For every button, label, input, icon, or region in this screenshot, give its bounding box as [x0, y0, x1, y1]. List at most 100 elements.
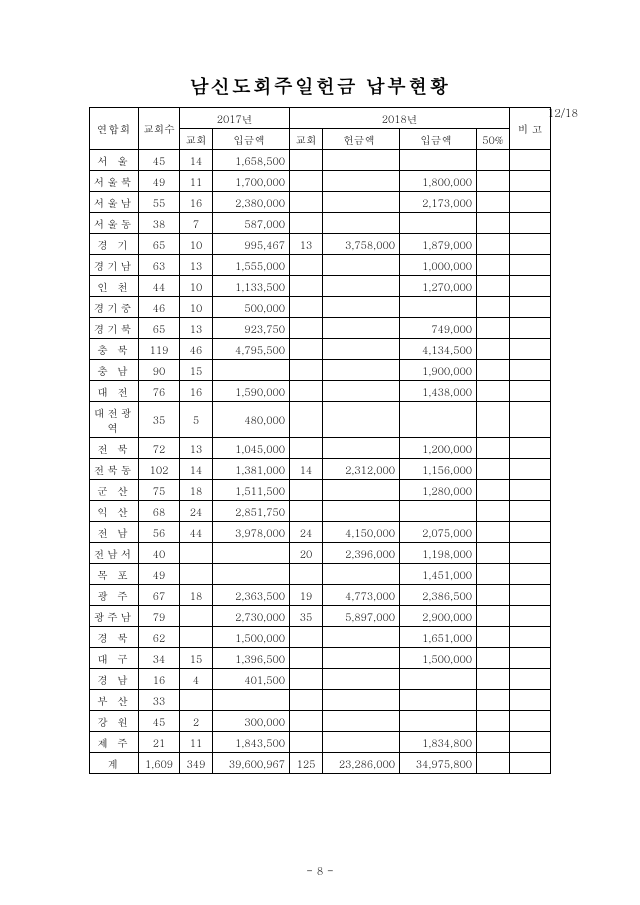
- page: 남신도회주일헌금 납부현황 12/18 연합회 교회수 2017년 2018년 …: [0, 0, 640, 905]
- cell: 15: [180, 648, 213, 669]
- cell: [290, 276, 323, 297]
- cell: [290, 669, 323, 690]
- col-2018: 2018년: [290, 108, 510, 129]
- cell: 18: [180, 585, 213, 606]
- cell: 2,363,500: [213, 585, 290, 606]
- cell: 33: [139, 690, 180, 711]
- cell: 1,700,000: [213, 171, 290, 192]
- table-row: 경 남164401,500: [90, 669, 551, 690]
- cell: [323, 627, 400, 648]
- cell: [510, 402, 551, 438]
- cell: 제 주: [90, 732, 139, 753]
- cell: 1,451,000: [400, 564, 477, 585]
- cell: [290, 564, 323, 585]
- table-row: 충 북119464,795,5004,134,500: [90, 339, 551, 360]
- date-label: 12/18: [548, 106, 578, 121]
- cell: [180, 564, 213, 585]
- table-row: 대 구34151,396,5001,500,000: [90, 648, 551, 669]
- table-row: 군 산75181,511,5001,280,000: [90, 480, 551, 501]
- cell: [290, 648, 323, 669]
- cell: 군 산: [90, 480, 139, 501]
- cell: 1,396,500: [213, 648, 290, 669]
- cell: 4,134,500: [400, 339, 477, 360]
- cell: 인 천: [90, 276, 139, 297]
- cell: 90: [139, 360, 180, 381]
- cell: 4: [180, 669, 213, 690]
- cell: [477, 732, 510, 753]
- cell: [290, 480, 323, 501]
- cell: 1,045,000: [213, 438, 290, 459]
- col-2018-offering: 헌금액: [323, 129, 400, 150]
- cell: 35: [139, 402, 180, 438]
- cell: 1,000,000: [400, 255, 477, 276]
- cell: [323, 276, 400, 297]
- cell: 500,000: [213, 297, 290, 318]
- cell: 45: [139, 150, 180, 171]
- cell: [510, 480, 551, 501]
- cell: [290, 711, 323, 732]
- cell: 75: [139, 480, 180, 501]
- cell: 13: [290, 234, 323, 255]
- cell: 587,000: [213, 213, 290, 234]
- cell: [510, 648, 551, 669]
- cell: [477, 606, 510, 627]
- cell: [510, 318, 551, 339]
- table-row: 부 산33: [90, 690, 551, 711]
- col-2017: 2017년: [180, 108, 290, 129]
- col-2018-church: 교회: [290, 129, 323, 150]
- cell: 2,075,000: [400, 522, 477, 543]
- cell: [323, 438, 400, 459]
- cell: 39,600,967: [213, 753, 290, 774]
- cell: 전 북: [90, 438, 139, 459]
- cell: 1,511,500: [213, 480, 290, 501]
- col-federation: 연합회: [90, 108, 139, 150]
- cell: 익 산: [90, 501, 139, 522]
- cell: 1,200,000: [400, 438, 477, 459]
- cell: [510, 564, 551, 585]
- cell: [323, 564, 400, 585]
- cell: 2,386,500: [400, 585, 477, 606]
- cell: 11: [180, 732, 213, 753]
- cell: 13: [180, 255, 213, 276]
- cell: [510, 381, 551, 402]
- cell: [510, 339, 551, 360]
- cell: [290, 297, 323, 318]
- cell: 1,381,000: [213, 459, 290, 480]
- cell: 1,500,000: [400, 648, 477, 669]
- cell: 102: [139, 459, 180, 480]
- cell: 11: [180, 171, 213, 192]
- cell: [510, 627, 551, 648]
- table-row: 대 전76161,590,0001,438,000: [90, 381, 551, 402]
- cell: 16: [180, 192, 213, 213]
- cell: [290, 381, 323, 402]
- cell: [510, 150, 551, 171]
- cell: 2,730,000: [213, 606, 290, 627]
- cell: [323, 213, 400, 234]
- cell: 광 주: [90, 585, 139, 606]
- cell: 경 기: [90, 234, 139, 255]
- cell: 24: [180, 501, 213, 522]
- cell: 1,133,500: [213, 276, 290, 297]
- payment-table: 연합회 교회수 2017년 2018년 비 고 교회 입금액 교회 헌금액 입금…: [89, 107, 551, 774]
- cell: [290, 438, 323, 459]
- cell: [510, 438, 551, 459]
- cell: 전북동: [90, 459, 139, 480]
- cell: 경기남: [90, 255, 139, 276]
- cell: [290, 213, 323, 234]
- cell: [180, 543, 213, 564]
- cell: [477, 753, 510, 774]
- cell: [510, 192, 551, 213]
- cell: 300,000: [213, 711, 290, 732]
- cell: [323, 501, 400, 522]
- cell: 14: [180, 150, 213, 171]
- cell: [510, 585, 551, 606]
- cell: 4,150,000: [323, 522, 400, 543]
- cell: [477, 318, 510, 339]
- cell: [213, 564, 290, 585]
- cell: 4,773,000: [323, 585, 400, 606]
- table-row: 목 포491,451,000: [90, 564, 551, 585]
- cell: [323, 297, 400, 318]
- cell: 923,750: [213, 318, 290, 339]
- cell: [510, 711, 551, 732]
- cell: [477, 438, 510, 459]
